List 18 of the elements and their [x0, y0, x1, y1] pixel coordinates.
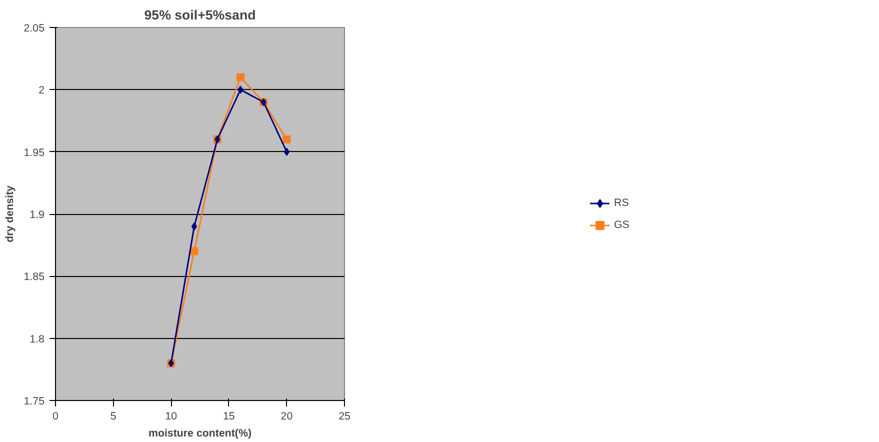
y-tick-label: 1.85	[24, 271, 45, 284]
y-tick-label: 1.95	[24, 146, 45, 159]
x-tick-label: 10	[165, 410, 178, 422]
x-tick-label: 0	[52, 410, 59, 422]
legend-label: RS	[614, 196, 630, 208]
y-tick-label: 1.8	[30, 333, 45, 346]
x-tick-label: 5	[110, 410, 116, 422]
x-tick-label: 25	[338, 410, 350, 422]
legend-label: GS	[614, 218, 630, 230]
x-tick-label: 15	[222, 410, 235, 422]
y-tick-label: 2	[38, 84, 45, 97]
y-axis-title: dry density	[4, 186, 16, 242]
y-tick-label: 2.05	[24, 22, 45, 34]
chart-title: 95% soil+5%sand	[144, 8, 256, 22]
x-tick-label: 20	[280, 410, 293, 422]
x-axis-title: moisture content(%)	[148, 428, 252, 440]
y-tick-label: 1.75	[24, 396, 45, 408]
y-tick-label: 1.9	[30, 209, 45, 221]
